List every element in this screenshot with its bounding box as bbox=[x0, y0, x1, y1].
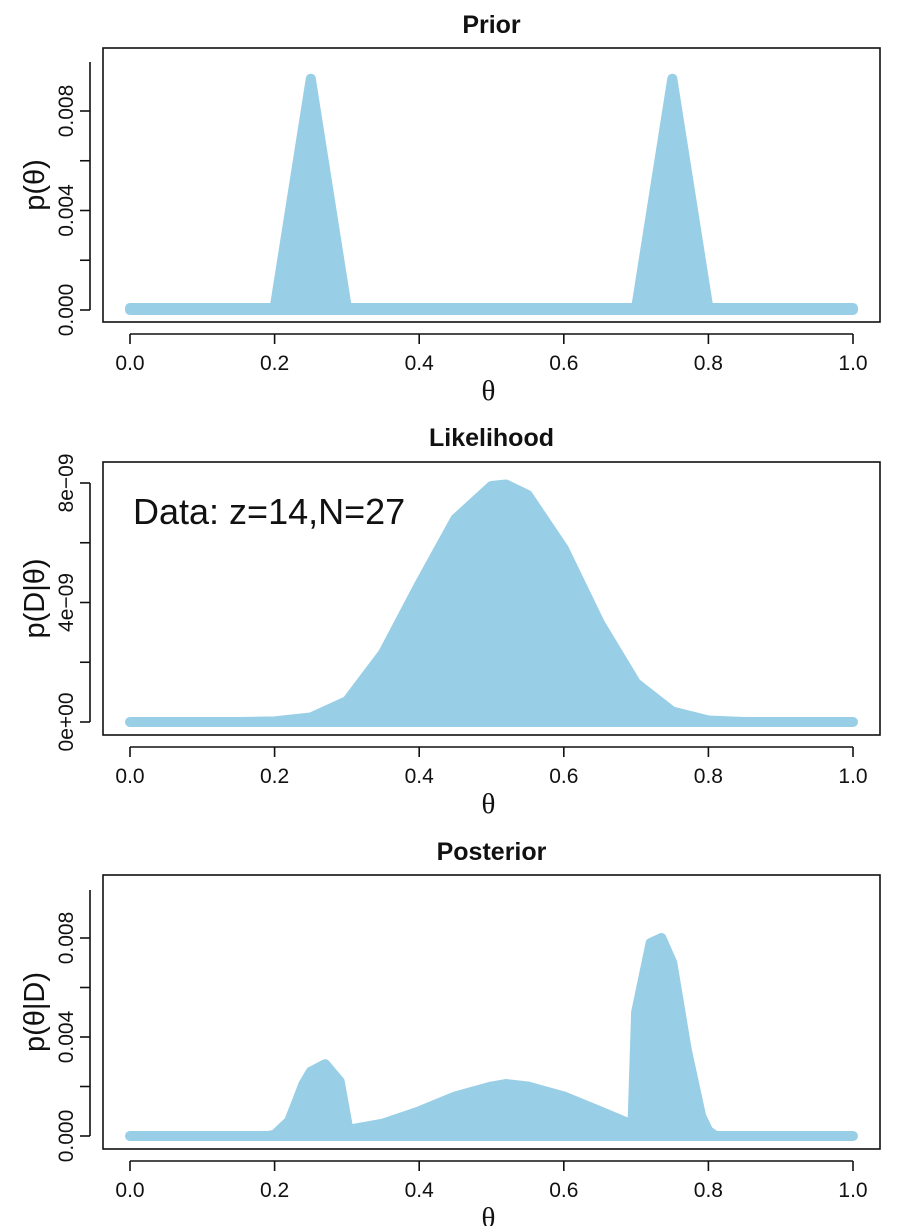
y-tick-label: 4e−09 bbox=[55, 573, 78, 632]
x-tick-label: 0.0 bbox=[115, 1179, 144, 1202]
plot-frame bbox=[102, 461, 881, 736]
x-tick-label: 0.2 bbox=[260, 352, 289, 375]
x-tick-label: 0.6 bbox=[549, 1179, 578, 1202]
y-tick-label: 0.008 bbox=[55, 85, 78, 138]
x-tick-label: 1.0 bbox=[838, 1179, 867, 1202]
x-axis-label: θ bbox=[482, 1202, 496, 1226]
y-tick-label: 0.008 bbox=[55, 912, 78, 965]
chart-title: Posterior bbox=[437, 838, 547, 866]
x-axis-label: θ bbox=[482, 375, 496, 407]
y-tick-label: 8e−09 bbox=[55, 454, 78, 513]
x-tick-label: 0.4 bbox=[405, 765, 435, 788]
panel-posterior: Posterior 0.0 0.2 0.4 0.6 0.8 1.0 θ 0.000 0.004 0.… bbox=[19, 838, 881, 1226]
x-tick-label: 0.0 bbox=[115, 765, 144, 788]
x-tick-label: 0.8 bbox=[694, 765, 723, 788]
x-tick-label: 1.0 bbox=[838, 352, 867, 375]
x-tick-label: 0.8 bbox=[694, 352, 723, 375]
y-tick-label: 0.000 bbox=[55, 284, 78, 337]
x-axis-label: θ bbox=[482, 788, 496, 820]
y-tick-label: 0.004 bbox=[55, 184, 78, 237]
panel-likelihood: Likelihood 0.0 0.2 0.4 0.6 0.8 1.0 θ 0e+00 4e−09 8… bbox=[19, 424, 881, 820]
x-tick-label: 0.2 bbox=[260, 765, 289, 788]
chart-title: Prior bbox=[462, 11, 521, 39]
y-tick-label: 0.004 bbox=[55, 1010, 78, 1063]
x-tick-label: 0.4 bbox=[405, 352, 435, 375]
series-area bbox=[125, 73, 858, 315]
x-tick-label: 0.8 bbox=[694, 1179, 723, 1202]
series-area bbox=[125, 479, 858, 727]
panel-prior: Prior 0.0 0.2 0.4 0.6 0.8 1.0 θ 0.000 0.004 0.008p… bbox=[19, 11, 881, 407]
y-axis-label: p(θ) bbox=[19, 159, 51, 211]
x-tick-label: 0.6 bbox=[549, 765, 578, 788]
data-annotation: Data: z=14,N=27 bbox=[133, 491, 405, 532]
y-axis-label: p(θ|D) bbox=[19, 972, 51, 1052]
y-axis-label: p(D|θ) bbox=[19, 558, 51, 638]
x-tick-label: 1.0 bbox=[838, 765, 867, 788]
plot-frame bbox=[102, 874, 881, 1150]
plot-frame bbox=[102, 47, 881, 323]
chart-title: Likelihood bbox=[429, 424, 554, 452]
x-tick-label: 0.4 bbox=[405, 1179, 435, 1202]
x-tick-label: 0.2 bbox=[260, 1179, 289, 1202]
x-tick-label: 0.0 bbox=[115, 352, 144, 375]
y-tick-label: 0.000 bbox=[55, 1110, 78, 1163]
series-area bbox=[125, 933, 858, 1141]
x-tick-label: 0.6 bbox=[549, 352, 578, 375]
y-tick-label: 0e+00 bbox=[55, 693, 78, 752]
